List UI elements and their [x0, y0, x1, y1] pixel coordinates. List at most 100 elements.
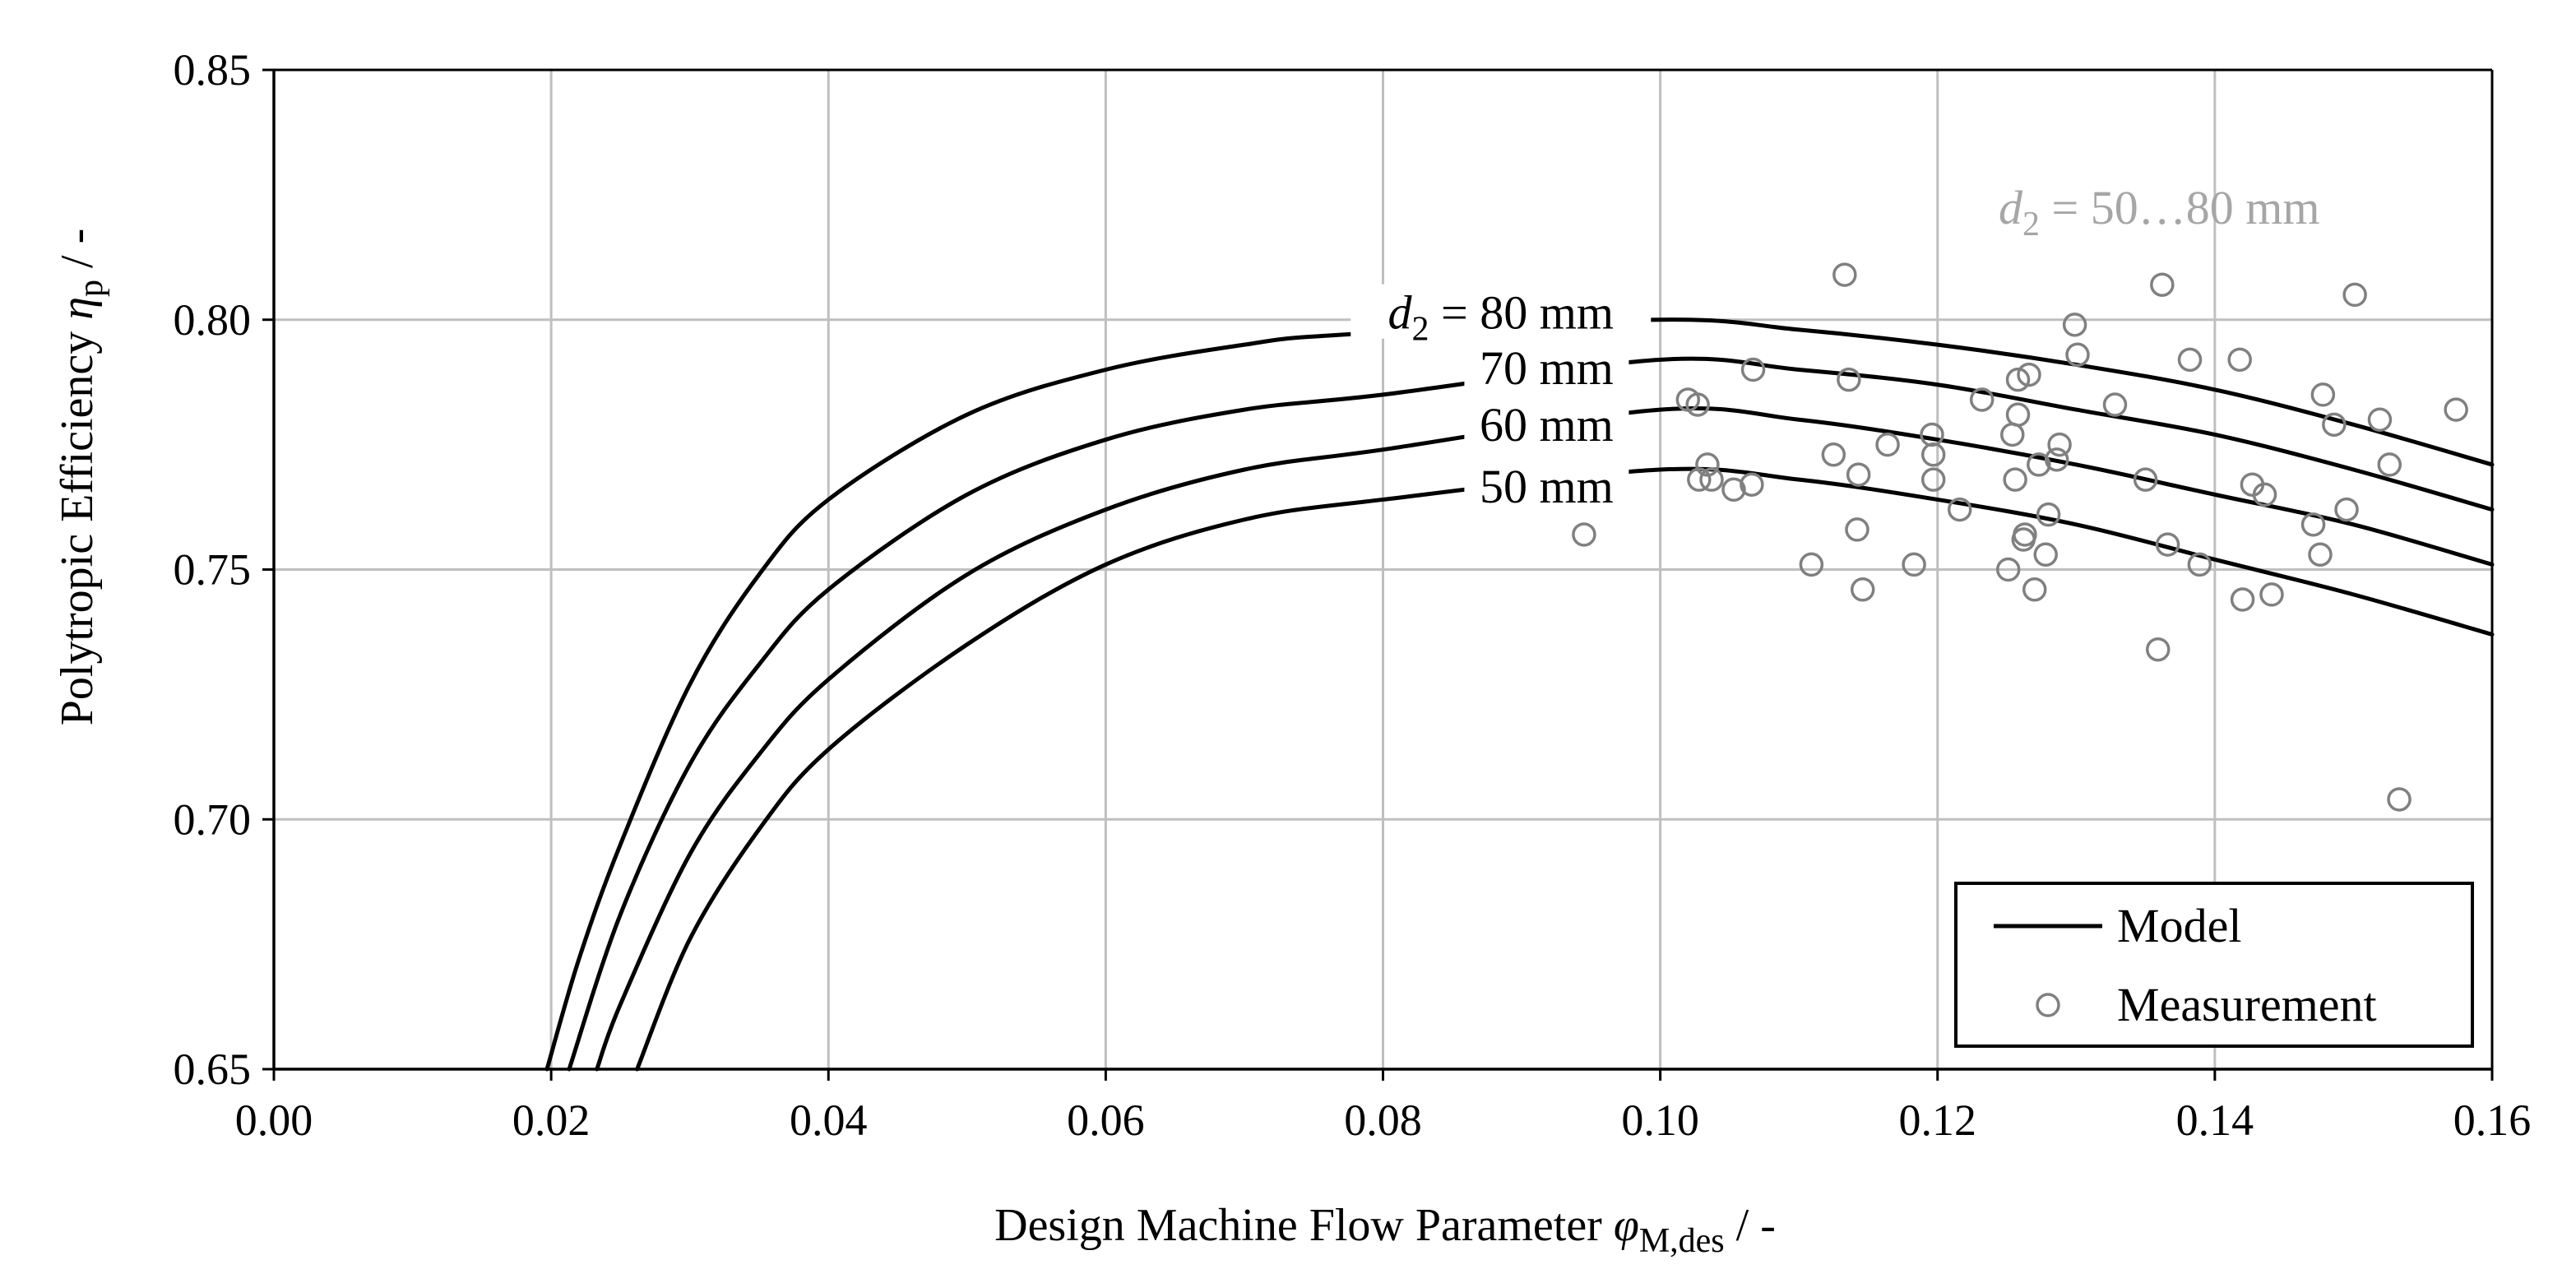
model-curve-70-mm	[567, 356, 2495, 1072]
measurement-point	[2017, 362, 2041, 387]
measurement-point	[2044, 447, 2069, 472]
legend-measurement-swatch	[2036, 993, 2060, 1017]
x-tick-label: 0.02	[512, 1095, 591, 1145]
model-curve-50-mm	[635, 466, 2495, 1072]
measurement-point	[2036, 502, 2061, 527]
curve-label-text: 70 mm	[1480, 341, 1614, 395]
legend-measurement-label: Measurement	[2117, 978, 2377, 1031]
y-tick-label: 0.65	[174, 1044, 252, 1094]
measurement-point	[1687, 467, 1712, 492]
measurement-point	[2013, 522, 2037, 547]
y-tick-label: 0.80	[174, 295, 252, 345]
measurement-point	[2000, 422, 2025, 447]
measurement-point	[1969, 387, 1995, 412]
measurement-point	[1845, 517, 1869, 542]
measurement-point	[2444, 397, 2468, 422]
measurement-point	[1920, 442, 1946, 467]
measurement-point	[2155, 532, 2180, 557]
curve-label-background	[1351, 284, 1652, 339]
legend: Model Measurement	[1954, 882, 2474, 1048]
curve-label-background	[1464, 340, 1629, 395]
measurement-point	[2027, 452, 2051, 477]
x-tick-label: 0.06	[1067, 1095, 1145, 1145]
axes	[262, 68, 2494, 1081]
measurement-point	[2065, 342, 2090, 368]
measurement-point	[2005, 367, 2031, 392]
measurement-point	[2133, 467, 2158, 492]
x-tick-label: 0.14	[2176, 1095, 2254, 1145]
measurement-point	[2310, 382, 2336, 407]
measurement-point	[2377, 452, 2402, 477]
y-tick-label: 0.70	[174, 794, 252, 844]
measurement-point	[2003, 467, 2027, 492]
measurement-point	[2322, 412, 2347, 438]
curve-label-60-mm: 60 mm	[1464, 396, 1629, 452]
model-curves	[544, 317, 2495, 1072]
measurement-point	[1920, 422, 1944, 447]
measurement-point	[2005, 402, 2031, 427]
measurement-point	[1832, 262, 1857, 287]
x-tick-label: 0.16	[2453, 1095, 2532, 1145]
measurement-point	[1721, 477, 1746, 503]
measurement-point	[2367, 407, 2393, 432]
measurement-point	[1740, 472, 1764, 497]
measurement-point	[2252, 482, 2277, 507]
y-tick-label: 0.75	[174, 545, 252, 595]
x-axis-title: Design Machine Flow Parameter φM,des / -	[994, 1200, 1776, 1260]
curve-label-50-mm: 50 mm	[1464, 458, 1629, 513]
measurement-point	[1850, 577, 1875, 602]
measurement-point	[2177, 347, 2203, 373]
measurement-point	[2102, 392, 2128, 417]
measurement-point	[2300, 512, 2326, 537]
curve-label-background	[1464, 458, 1629, 513]
x-tick-label: 0.10	[1621, 1095, 1699, 1145]
measurement-point	[2022, 577, 2047, 602]
measurement-point	[1947, 497, 1972, 522]
curve-label-70-mm: 70 mm	[1464, 340, 1629, 395]
measurement-point	[2230, 587, 2255, 612]
measurement-point	[2062, 313, 2087, 337]
measurement-point	[2259, 582, 2284, 607]
legend-model-label: Model	[2117, 899, 2241, 952]
y-axis-title: Polytropic Efficiency ηp / -	[52, 229, 110, 726]
measurement-point	[1846, 462, 1871, 487]
measurement-point	[2387, 787, 2412, 812]
measurement-point	[2146, 637, 2171, 662]
measurement-point	[1572, 522, 1596, 547]
measurement-point	[2047, 432, 2072, 457]
measurement-point	[1995, 557, 2021, 582]
measurement-point	[1920, 467, 1946, 492]
model-curve-60-mm	[595, 405, 2495, 1072]
y-tick-label: 0.85	[174, 45, 252, 95]
tick-labels: 0.00 0.02 0.04 0.06 0.08 0.10 0.12 0.14 0.16 0.65…	[174, 45, 2532, 1145]
measurement-point	[1685, 392, 1710, 417]
x-tick-label: 0.12	[1899, 1095, 1977, 1145]
legend-box	[1954, 882, 2474, 1048]
measurement-point	[2308, 542, 2333, 567]
measurement-point	[2187, 552, 2212, 577]
measurement-point	[2150, 272, 2175, 297]
measurement-point	[2334, 497, 2359, 522]
x-tick-label: 0.04	[790, 1095, 868, 1145]
measurement-point	[1902, 552, 1926, 577]
measurement-point	[1837, 367, 1861, 392]
curve-label-80-mm: d2 = 80 mm	[1351, 284, 1652, 349]
annotation-d2-range: d2 = 50…80 mm	[1999, 181, 2319, 243]
measurement-points	[1572, 262, 2468, 812]
curve-label-text: d2 = 80 mm	[1388, 286, 1614, 349]
curve-label-text: 50 mm	[1480, 460, 1614, 513]
model-curve-80-mm	[544, 317, 2495, 1072]
curve-label-text: 60 mm	[1480, 398, 1614, 452]
measurement-point	[1875, 432, 1900, 457]
measurement-point	[1821, 442, 1846, 467]
measurement-point	[1799, 552, 1824, 577]
measurement-point	[2033, 542, 2058, 567]
measurement-point	[2227, 347, 2252, 373]
x-tick-label: 0.00	[235, 1095, 313, 1145]
x-tick-label: 0.08	[1344, 1095, 1422, 1145]
measurement-point	[2342, 282, 2367, 308]
measurement-point	[1699, 467, 1724, 492]
curve-label-background	[1464, 396, 1629, 451]
